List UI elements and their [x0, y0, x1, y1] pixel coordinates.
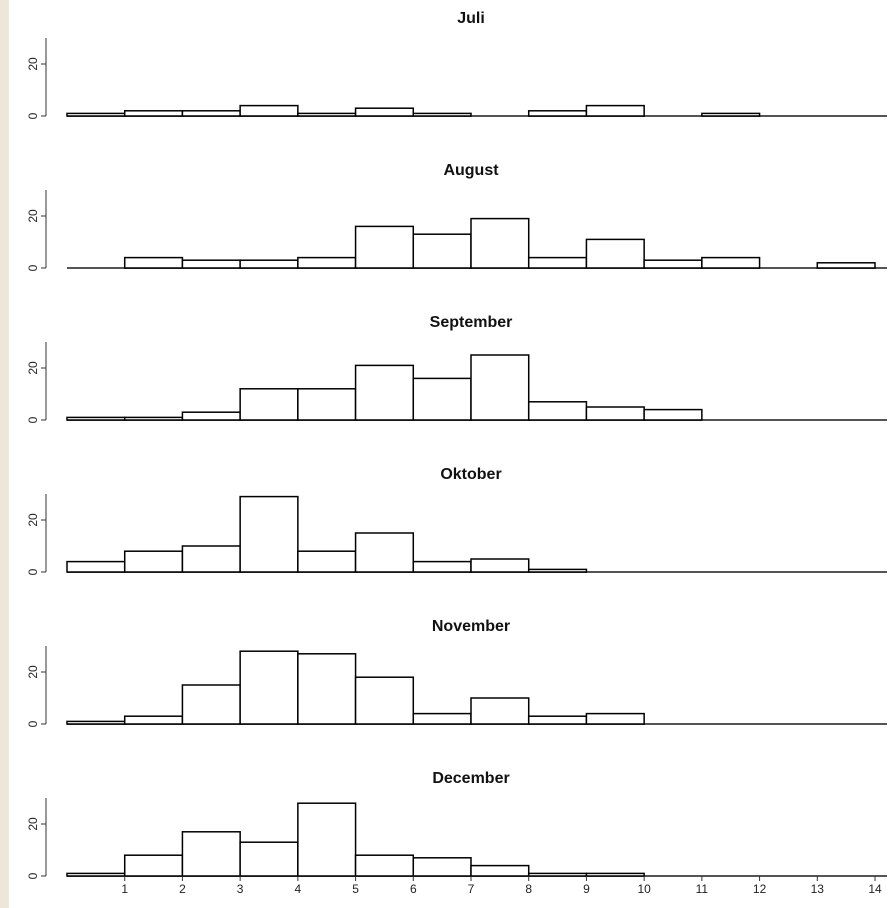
y-tick-label: 0 — [26, 568, 40, 575]
x-tick-label: 9 — [583, 882, 590, 896]
histogram-bar — [297, 112, 357, 117]
y-tick-label: 0 — [26, 112, 40, 119]
histogram-bar — [239, 388, 299, 421]
x-tick-label: 12 — [753, 882, 767, 896]
x-tick-label: 5 — [352, 882, 359, 896]
histogram-bar — [123, 550, 184, 573]
x-tick-label: 7 — [468, 882, 475, 896]
histogram-bar — [412, 712, 472, 725]
histogram-bar — [585, 104, 645, 117]
histogram-bar — [354, 364, 415, 421]
x-tick-label: 6 — [410, 882, 417, 896]
y-tick-label: 0 — [26, 872, 40, 879]
histogram-bar — [354, 225, 415, 269]
x-tick-label: 11 — [696, 882, 709, 896]
histogram-bar — [239, 841, 299, 877]
histogram-bar — [239, 104, 299, 117]
histogram-bar — [585, 238, 645, 269]
histogram-bar — [527, 715, 588, 725]
histogram-bar — [470, 217, 530, 269]
histogram-bar — [470, 354, 530, 421]
histogram-bar — [123, 110, 184, 117]
histogram-bar — [239, 259, 299, 269]
histogram-bar — [412, 377, 472, 421]
x-tick-label: 13 — [811, 882, 825, 896]
histogram-bar — [527, 110, 588, 117]
x-tick-label: 2 — [179, 882, 186, 896]
y-tick-label: 20 — [26, 513, 40, 527]
y-tick-label: 0 — [26, 416, 40, 423]
x-tick-label: 14 — [868, 882, 882, 896]
histogram-bar — [66, 112, 126, 117]
histogram-bar — [297, 802, 357, 877]
y-tick-label: 0 — [26, 720, 40, 727]
histogram-bar — [412, 233, 472, 269]
histogram-bar — [181, 545, 241, 573]
histogram-bar — [470, 864, 530, 877]
histogram-bar — [297, 256, 357, 269]
chart-svg: Juli020August020September020Oktober020No… — [26, 10, 887, 896]
histogram-bar — [470, 697, 530, 725]
histogram-bar — [66, 416, 126, 421]
histogram-bar — [123, 854, 184, 877]
histogram-bar — [643, 259, 703, 269]
panel-title: Oktober — [440, 466, 501, 483]
histogram-bar — [239, 495, 299, 573]
histogram-bar — [527, 401, 588, 421]
histogram-bar — [181, 411, 241, 421]
histogram-bar — [585, 406, 645, 421]
histogram-bar — [123, 715, 184, 725]
histogram-bar — [585, 712, 645, 725]
histogram-bar — [66, 560, 126, 573]
histogram-bar — [816, 262, 876, 269]
y-tick-label: 20 — [26, 57, 40, 71]
histogram-bar — [181, 684, 241, 725]
x-tick-label: 4 — [295, 882, 302, 896]
histogram-bar — [297, 550, 357, 573]
histogram-bar — [643, 408, 703, 421]
histogram-bar — [354, 854, 415, 877]
histogram-bar — [701, 256, 761, 269]
histogram-bar — [354, 107, 415, 117]
panel-title: December — [432, 770, 509, 787]
histogram-bar — [123, 256, 184, 269]
histogram-bar — [527, 256, 588, 269]
histogram-bar — [123, 416, 184, 421]
x-tick-label: 3 — [237, 882, 244, 896]
histogram-bar — [412, 857, 472, 877]
histogram-bar — [181, 259, 241, 269]
panel-title: September — [430, 314, 513, 331]
histogram-bar — [181, 110, 241, 117]
histogram-bar — [66, 872, 126, 877]
panel-title: November — [432, 618, 510, 635]
histogram-bar — [527, 568, 588, 573]
histogram-figure: Juli 0 20 August 0 20 September 0 20 Oktober 0 20 No… — [9, 0, 891, 908]
panel-title: August — [443, 162, 499, 179]
histogram-bar — [354, 532, 415, 573]
histogram-bar — [354, 676, 415, 725]
y-tick-label: 0 — [26, 264, 40, 271]
y-tick-label: 20 — [26, 209, 40, 223]
histogram-bar — [470, 558, 530, 573]
histogram-bar — [412, 560, 472, 573]
histogram-bar — [181, 831, 241, 877]
histogram-bar — [239, 650, 299, 725]
y-tick-label: 20 — [26, 665, 40, 679]
histogram-bar — [701, 112, 761, 117]
histogram-bar — [297, 388, 357, 421]
histogram-bar — [585, 872, 645, 877]
histogram-bar — [297, 653, 357, 725]
x-tick-label: 8 — [525, 882, 532, 896]
y-tick-label: 20 — [26, 361, 40, 375]
histogram-bar — [527, 872, 588, 877]
histogram-bar — [66, 720, 126, 725]
x-tick-label: 1 — [121, 882, 128, 896]
histogram-bar — [412, 112, 472, 117]
x-tick-label: 10 — [637, 882, 651, 896]
y-tick-label: 20 — [26, 817, 40, 831]
panel-title: Juli — [457, 10, 485, 27]
